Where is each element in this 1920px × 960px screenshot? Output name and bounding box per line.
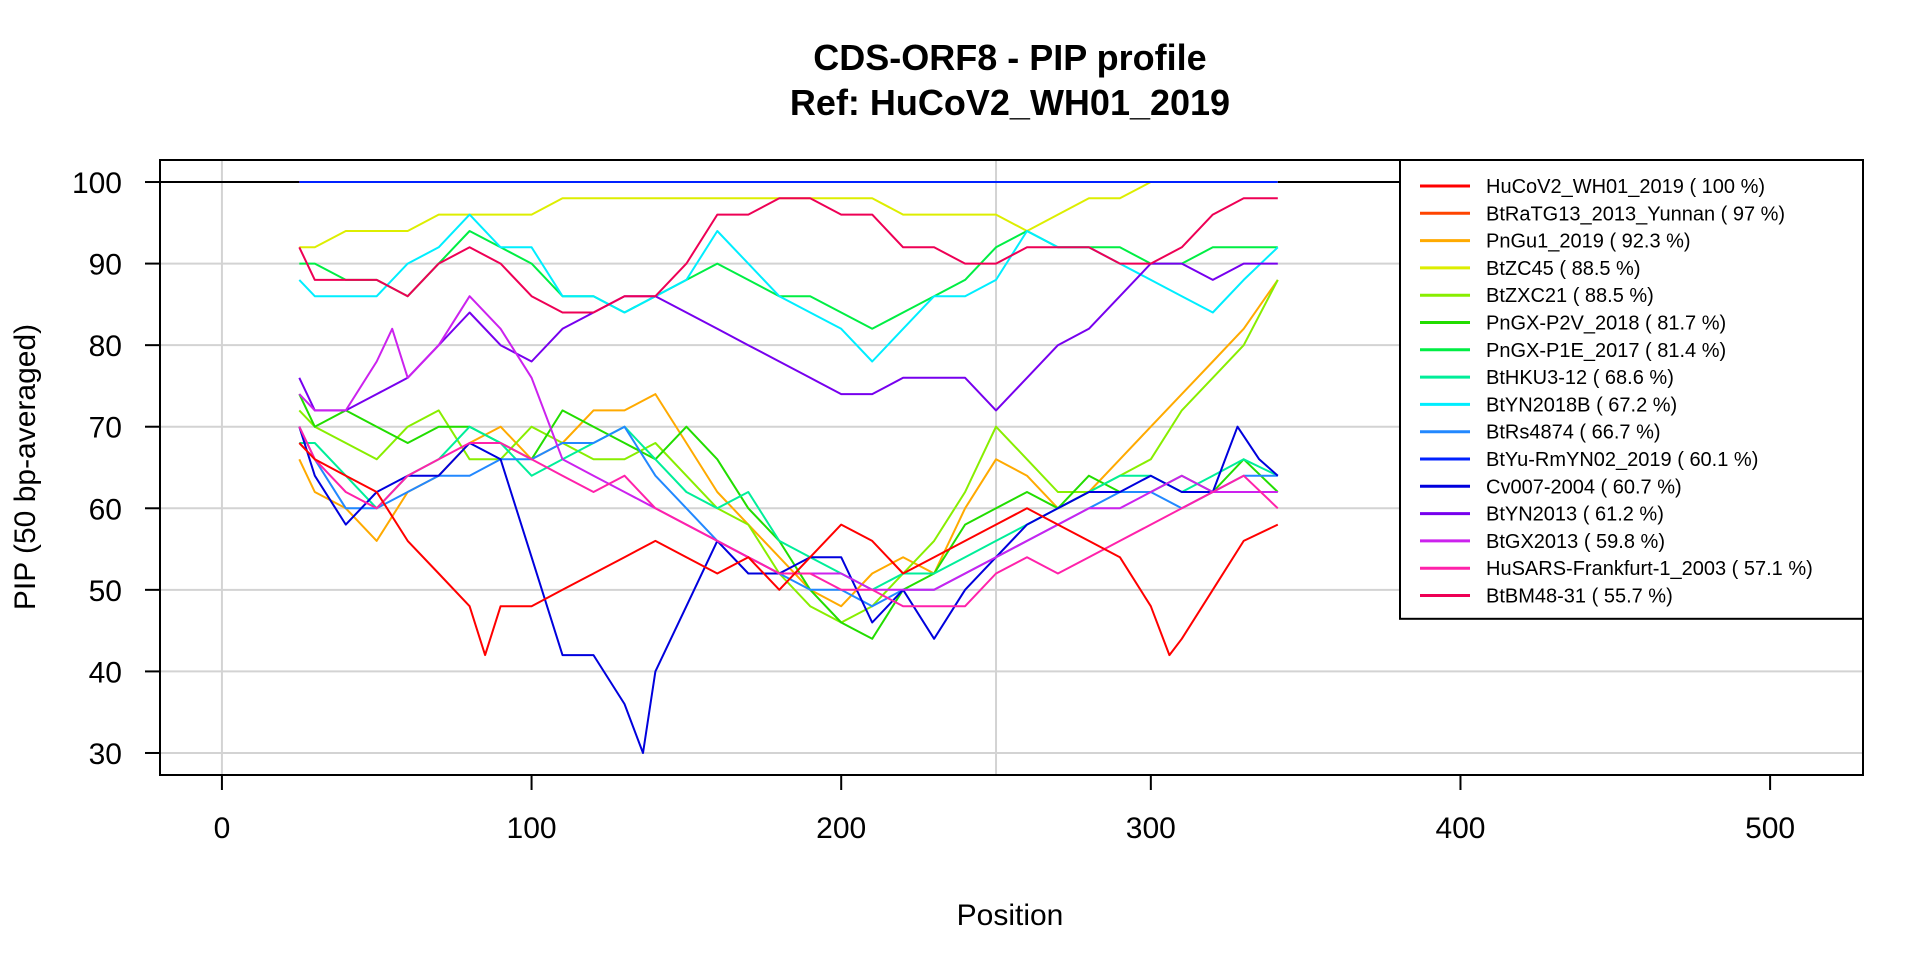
x-tick-label-300: 300 (1126, 812, 1176, 845)
series-line-btyn2013 (298, 262, 1278, 412)
series-line-pngx-p1e-2017 (299, 230, 1278, 330)
x-tick-label-200: 200 (816, 812, 866, 845)
legend-label: BtHKU3-12 ( 68.6 %) (1486, 367, 1674, 389)
legend-label: BtZXC21 ( 88.5 %) (1486, 285, 1654, 307)
legend-label: BtYu-RmYN02_2019 ( 60.1 %) (1486, 449, 1758, 471)
y-axis-label: PIP (50 bp-averaged) (9, 324, 42, 610)
y-tick-label-100: 100 (72, 167, 122, 200)
legend: HuCoV2_WH01_2019 ( 100 %) BtRaTG13_2013_Y… (1399, 159, 1864, 620)
legend-label: BtYN2018B ( 67.2 %) (1486, 394, 1677, 416)
legend-label: BtZC45 ( 88.5 %) (1486, 258, 1641, 280)
y-tick-label-60: 60 (89, 493, 122, 526)
y-tick-label-30: 30 (89, 738, 122, 771)
legend-label: BtBM48-31 ( 55.7 %) (1486, 586, 1673, 608)
chart-title: CDS-ORF8 - PIP profile (813, 37, 1206, 78)
legend-label: BtRaTG13_2013_Yunnan ( 97 %) (1486, 203, 1785, 225)
series-line-pngx-p2v-2018 (298, 393, 1279, 640)
series-line-btbm48-31 (298, 197, 1278, 314)
y-tick-label-40: 40 (89, 656, 122, 689)
y-tick-label-90: 90 (89, 249, 122, 282)
series-line-btyn2018b (298, 213, 1279, 363)
series-line-husars-frankfurt-1-2003 (298, 426, 1279, 608)
series-line-bthku3-12 (299, 425, 1279, 591)
x-tick-label-0: 0 (214, 812, 231, 845)
legend-label: PnGu1_2019 ( 92.3 %) (1486, 231, 1691, 253)
legend-box (1399, 159, 1864, 620)
legend-label: PnGX-P1E_2017 ( 81.4 %) (1486, 340, 1726, 362)
x-axis: 0 100 200 300 400 500 (214, 775, 1795, 845)
legend-label: BtYN2013 ( 61.2 %) (1486, 504, 1664, 526)
legend-label: BtRs4874 ( 66.7 %) (1486, 422, 1661, 444)
y-axis: 30 40 50 60 70 80 90 100 (72, 167, 160, 771)
x-tick-label-100: 100 (507, 812, 557, 845)
chart-subtitle: Ref: HuCoV2_WH01_2019 (790, 82, 1230, 123)
y-tick-label-50: 50 (89, 575, 122, 608)
x-tick-label-500: 500 (1745, 812, 1795, 845)
x-tick-label-400: 400 (1435, 812, 1485, 845)
series-line-btzc45 (299, 181, 1278, 249)
legend-label: BtGX2013 ( 59.8 %) (1486, 531, 1665, 553)
legend-label: HuCoV2_WH01_2019 ( 100 %) (1486, 176, 1765, 198)
legend-label: PnGX-P2V_2018 ( 81.7 %) (1486, 313, 1726, 335)
y-tick-label-70: 70 (89, 412, 122, 445)
x-axis-label: Position (957, 899, 1064, 932)
y-tick-label-80: 80 (89, 330, 122, 363)
series-line-hucov2-wh01-2019-lower (298, 442, 1279, 657)
legend-label: HuSARS-Frankfurt-1_2003 ( 57.1 %) (1486, 558, 1813, 580)
legend-label: Cv007-2004 ( 60.7 %) (1486, 476, 1682, 498)
series-lines (298, 181, 1279, 754)
